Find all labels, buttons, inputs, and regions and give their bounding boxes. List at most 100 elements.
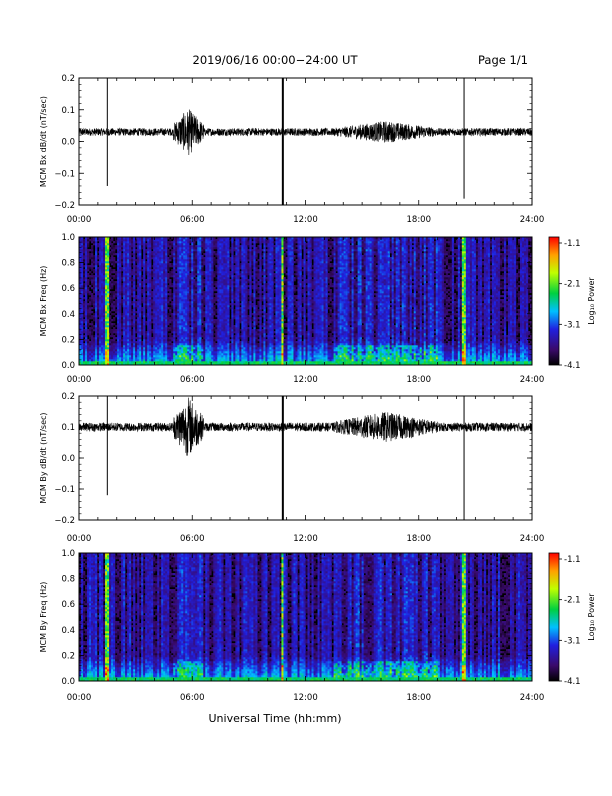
spectrogram-cell bbox=[121, 329, 123, 331]
spectrogram-cell bbox=[123, 297, 125, 299]
spectrogram-cell bbox=[99, 243, 101, 245]
spectrogram-cell bbox=[93, 315, 95, 317]
spectrogram-cell bbox=[111, 281, 113, 283]
spectrogram-cell bbox=[105, 345, 107, 347]
spectrogram-cell bbox=[111, 353, 113, 355]
spectrogram-cell bbox=[93, 255, 95, 257]
spectrogram-cell bbox=[111, 303, 113, 305]
spectrogram-cell bbox=[123, 279, 125, 281]
spectrogram-cell bbox=[91, 253, 93, 255]
spectrogram-cell bbox=[123, 307, 125, 309]
spectrogram-cell bbox=[99, 317, 101, 319]
spectrogram-cell bbox=[91, 327, 93, 329]
spectrogram-cell bbox=[125, 311, 127, 313]
spectrogram-cell bbox=[113, 251, 115, 253]
spectrogram-cell bbox=[107, 309, 109, 311]
spectrogram-cell bbox=[115, 261, 117, 263]
spectrogram-cell bbox=[117, 311, 119, 313]
spectrogram-cell bbox=[107, 281, 109, 283]
spectrogram-cell bbox=[89, 303, 91, 305]
spectrogram-cell bbox=[125, 261, 127, 263]
spectrogram-cell bbox=[117, 329, 119, 331]
spectrogram-cell bbox=[99, 277, 101, 279]
spectrogram-cell bbox=[101, 301, 103, 303]
spectrogram-cell bbox=[95, 277, 97, 279]
spectrogram-cell bbox=[81, 269, 83, 271]
spectrogram-cell bbox=[123, 355, 125, 357]
spectrogram-cell bbox=[83, 331, 85, 333]
spectrogram-cell bbox=[81, 239, 83, 241]
spectrogram-cell bbox=[87, 343, 89, 345]
spectrogram-cell bbox=[101, 245, 103, 247]
spectrogram-cell bbox=[103, 275, 105, 277]
spectrogram-cell bbox=[123, 257, 125, 259]
spectrogram-cell bbox=[111, 299, 113, 301]
spectrogram-cell bbox=[125, 251, 127, 253]
spectrogram-cell bbox=[97, 343, 99, 345]
spectrogram-cell bbox=[87, 283, 89, 285]
spectrogram-cell bbox=[115, 351, 117, 353]
spectrogram-cell bbox=[105, 279, 107, 281]
spectrogram-cell bbox=[127, 289, 129, 291]
spectrogram-cell bbox=[83, 343, 85, 345]
spectrogram-cell bbox=[105, 283, 107, 285]
spectrogram-cell bbox=[105, 263, 107, 265]
spectrogram-cell bbox=[115, 291, 117, 293]
spectrogram-cell bbox=[85, 295, 87, 297]
spectrogram-cell bbox=[95, 331, 97, 333]
spectrogram-cell bbox=[103, 297, 105, 299]
spectrogram-cell bbox=[119, 279, 121, 281]
spectrogram-cell bbox=[127, 349, 129, 351]
spectrogram-cell bbox=[123, 323, 125, 325]
spectrogram-cell bbox=[119, 249, 121, 251]
spectrogram-cell bbox=[93, 257, 95, 259]
spectrogram-cell bbox=[111, 253, 113, 255]
spectrogram-cell bbox=[125, 295, 127, 297]
spectrogram-cell bbox=[125, 265, 127, 267]
spectrogram-cell bbox=[95, 335, 97, 337]
spectrogram-cell bbox=[83, 315, 85, 317]
spectrogram-cell bbox=[85, 347, 87, 349]
spectrogram-cell bbox=[87, 267, 89, 269]
spectrogram-cell bbox=[125, 309, 127, 311]
spectrogram-cell bbox=[111, 307, 113, 309]
spectrogram-cell bbox=[129, 317, 131, 319]
spectrogram-cell bbox=[127, 335, 129, 337]
spectrogram-cell bbox=[83, 241, 85, 243]
spectrogram-cell bbox=[113, 265, 115, 267]
spectrogram-cell bbox=[107, 303, 109, 305]
spectrogram-cell bbox=[85, 339, 87, 341]
spectrogram-cell bbox=[107, 277, 109, 279]
spectrogram-cell bbox=[125, 293, 127, 295]
spectrogram-cell bbox=[127, 329, 129, 331]
spectrogram-cell bbox=[125, 357, 127, 359]
spectrogram-cell bbox=[107, 355, 109, 357]
spectrogram-cell bbox=[87, 273, 89, 275]
spectrogram-cell bbox=[107, 301, 109, 303]
spectrogram-cell bbox=[103, 333, 105, 335]
spectrogram-cell bbox=[103, 303, 105, 305]
spectrogram-cell bbox=[101, 331, 103, 333]
spectrogram-cell bbox=[107, 265, 109, 267]
spectrogram-cell bbox=[85, 249, 87, 251]
spectrogram-cell bbox=[89, 317, 91, 319]
spectrogram-cell bbox=[115, 301, 117, 303]
spectrogram-cell bbox=[111, 345, 113, 347]
spectrogram-cell bbox=[117, 261, 119, 263]
spectrogram-cell bbox=[103, 279, 105, 281]
spectrogram-cell bbox=[111, 249, 113, 251]
spectrogram-cell bbox=[89, 305, 91, 307]
spectrogram-cell bbox=[121, 327, 123, 329]
spectrogram-cell bbox=[115, 353, 117, 355]
spectrogram-cell bbox=[123, 283, 125, 285]
spectrogram-cell bbox=[117, 347, 119, 349]
spectrogram-cell bbox=[91, 347, 93, 349]
spectrogram-cell bbox=[129, 341, 131, 343]
spectrogram-cell bbox=[127, 303, 129, 305]
spectrogram-cell bbox=[85, 285, 87, 287]
spectrogram-cell bbox=[101, 241, 103, 243]
spectrogram-cell bbox=[107, 287, 109, 289]
spectrogram-cell bbox=[101, 307, 103, 309]
spectrogram-cell bbox=[125, 335, 127, 337]
spectrogram-cell bbox=[125, 349, 127, 351]
